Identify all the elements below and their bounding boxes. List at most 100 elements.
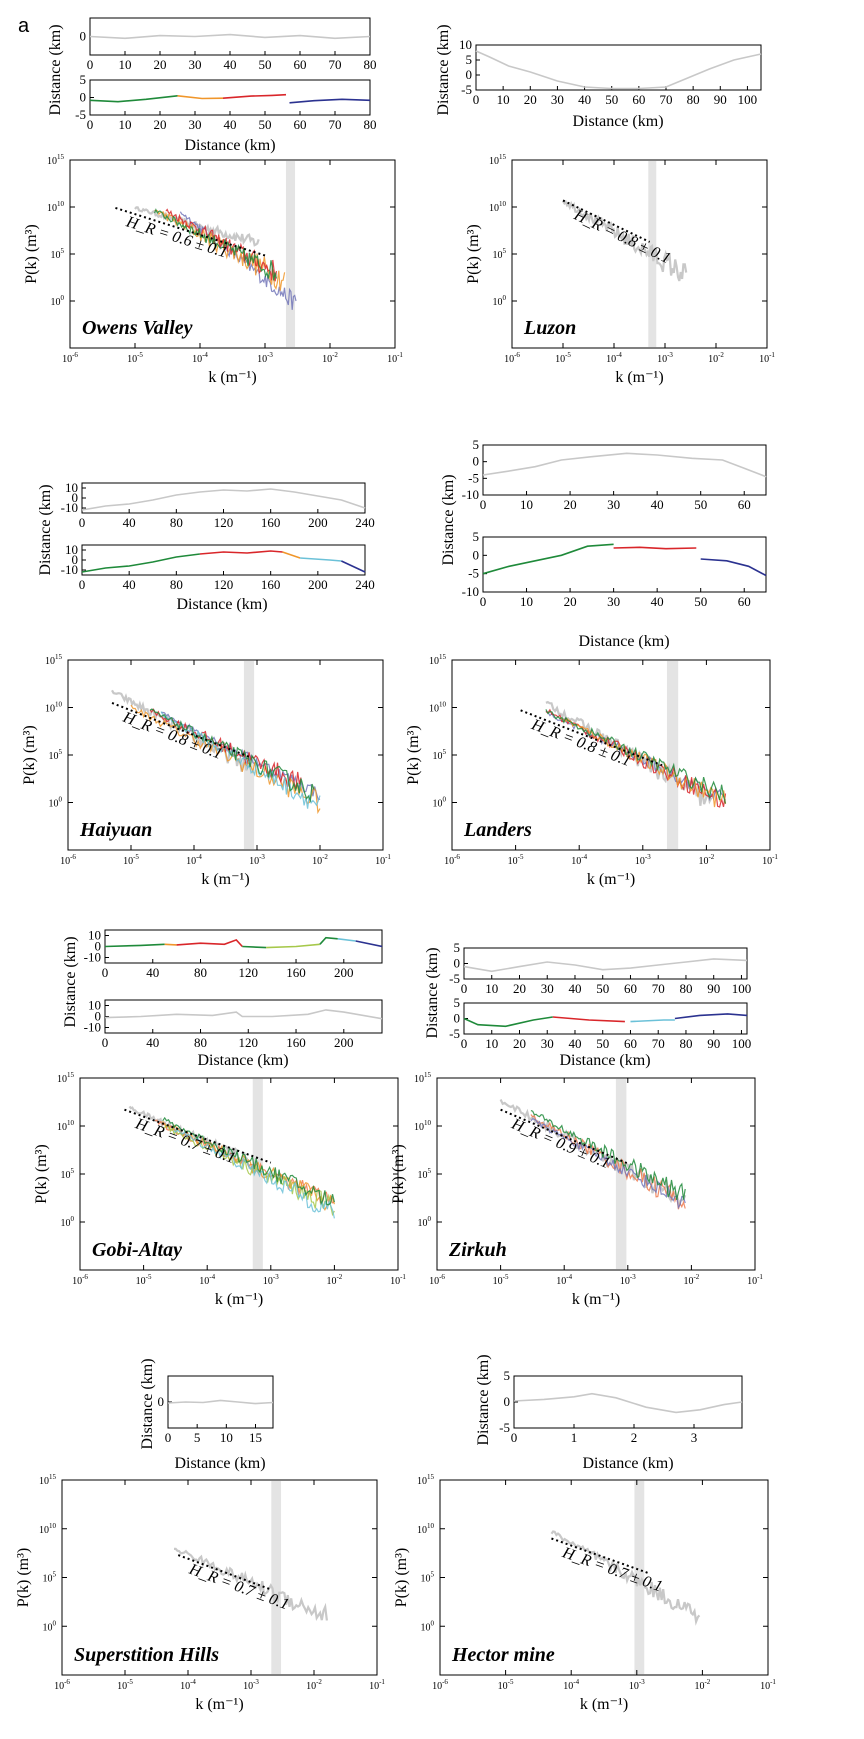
spectrum-series-cyan	[173, 1128, 335, 1219]
y-tick-label: 1015	[417, 1473, 435, 1487]
profile-trace-gray	[513, 1392, 743, 1414]
x-tick-label: 40	[146, 1035, 159, 1050]
x-tick-label: 10-3	[657, 351, 673, 365]
profile-y-axis-label: Distance (km)	[475, 1354, 492, 1445]
x-tick-label: 160	[286, 965, 306, 980]
x-tick-exponent: -6	[514, 351, 520, 359]
x-tick-exponent: -6	[442, 1678, 448, 1686]
x-tick-label: 10-2	[322, 351, 338, 365]
x-tick-exponent: -1	[397, 351, 403, 359]
x-tick-label: 10-4	[180, 1678, 196, 1692]
x-tick-label: 10-5	[493, 1273, 509, 1287]
x-tick-label: 10-1	[369, 1678, 385, 1692]
x-tick-label: 10-4	[192, 351, 208, 365]
y-tick-label: 0	[454, 1011, 461, 1026]
x-tick-label: 60	[738, 497, 751, 512]
y-tick-label: 105	[493, 247, 507, 261]
x-tick-label: 10-1	[747, 1273, 763, 1287]
y-tick-label: 10	[65, 480, 78, 495]
y-tick-label: 1015	[489, 153, 507, 167]
x-tick-label: 2	[631, 1430, 638, 1445]
spectrum-series-green	[545, 709, 727, 804]
y-tick-label: 1015	[45, 653, 63, 667]
y-tick-label: 100	[421, 1619, 435, 1633]
y-tick-label: -10	[462, 487, 479, 502]
x-tick-label: 10-3	[257, 351, 273, 365]
y-tick-exponent: 0	[443, 796, 447, 804]
profile-x-axis-label: Distance (km)	[582, 1455, 673, 1472]
y-tick-label: 1010	[489, 200, 507, 214]
x-tick-label: 80	[194, 1035, 207, 1050]
x-tick-label: 60	[624, 1036, 637, 1051]
y-tick-label: 0	[80, 90, 87, 105]
x-tick-label: 60	[624, 981, 637, 996]
x-tick-label: 70	[329, 57, 342, 72]
x-tick-label: 80	[170, 515, 183, 530]
x-tick-label: 30	[189, 117, 202, 132]
spectrum-frame	[439, 1479, 769, 1676]
x-tick-label: 80	[687, 92, 700, 107]
x-tick-label: 70	[329, 117, 342, 132]
y-tick-label: -5	[461, 82, 472, 97]
x-tick-label: 5	[194, 1430, 201, 1445]
x-axis-label: k (m⁻¹)	[580, 1696, 628, 1713]
x-tick-label: 40	[568, 981, 581, 996]
y-tick-label: 1015	[414, 1071, 432, 1085]
y-tick-exponent: 10	[424, 1119, 432, 1127]
x-tick-label: 40	[224, 57, 237, 72]
chart-title: Hector mine	[451, 1644, 555, 1666]
y-axis-label: P(k) (m³)	[405, 725, 422, 784]
y-tick-label: 1015	[57, 1071, 75, 1085]
x-tick-label: 10-6	[444, 853, 460, 867]
profile-trace-green	[482, 543, 614, 575]
x-tick-exponent: -6	[70, 853, 76, 861]
x-tick-exponent: -2	[332, 351, 338, 359]
x-tick-exponent: -4	[209, 1273, 215, 1281]
y-tick-label: 5	[504, 1368, 511, 1383]
x-tick-label: 80	[194, 965, 207, 980]
y-tick-exponent: 10	[439, 701, 447, 709]
profile-trace-cyan	[630, 1019, 675, 1023]
profile-trace-gray	[104, 1009, 383, 1020]
x-tick-label: 60	[738, 594, 751, 609]
profile-frame	[475, 44, 762, 91]
profile-trace-navy	[674, 1013, 748, 1020]
x-tick-label: 0	[79, 577, 86, 592]
y-tick-label: -5	[468, 470, 479, 485]
x-tick-label: 40	[651, 497, 664, 512]
x-axis-label: k (m⁻¹)	[215, 1291, 263, 1308]
y-tick-label: 1015	[429, 653, 447, 667]
y-tick-exponent: 0	[71, 1215, 75, 1223]
x-tick-label: 50	[596, 981, 609, 996]
x-tick-label: 40	[224, 117, 237, 132]
y-tick-label: 5	[80, 72, 87, 87]
chart-title: Owens Valley	[82, 317, 193, 339]
x-tick-label: 40	[568, 1036, 581, 1051]
fit-line	[124, 1108, 272, 1164]
y-tick-exponent: 10	[57, 200, 65, 208]
y-tick-label: 0	[95, 939, 102, 954]
x-tick-label: 90	[714, 92, 727, 107]
profile-x-axis-label: Distance (km)	[197, 1052, 288, 1069]
x-tick-label: 30	[189, 57, 202, 72]
y-tick-exponent: 15	[57, 153, 65, 161]
x-tick-label: 0	[102, 1035, 109, 1050]
x-tick-label: 90	[707, 981, 720, 996]
y-tick-exponent: 15	[424, 1071, 432, 1079]
profile-trace-gray	[463, 958, 748, 973]
y-axis-label: P(k) (m³)	[21, 725, 38, 784]
x-tick-label: 120	[214, 515, 234, 530]
x-tick-label: 90	[707, 1036, 720, 1051]
y-tick-exponent: 15	[439, 653, 447, 661]
x-tick-label: 10-3	[629, 1678, 645, 1692]
y-tick-exponent: 10	[67, 1119, 75, 1127]
x-tick-exponent: -2	[322, 853, 328, 861]
x-tick-label: 0	[511, 1430, 518, 1445]
x-tick-exponent: -2	[336, 1273, 342, 1281]
x-tick-label: 10-6	[54, 1678, 70, 1692]
y-tick-label: 5	[466, 52, 473, 67]
